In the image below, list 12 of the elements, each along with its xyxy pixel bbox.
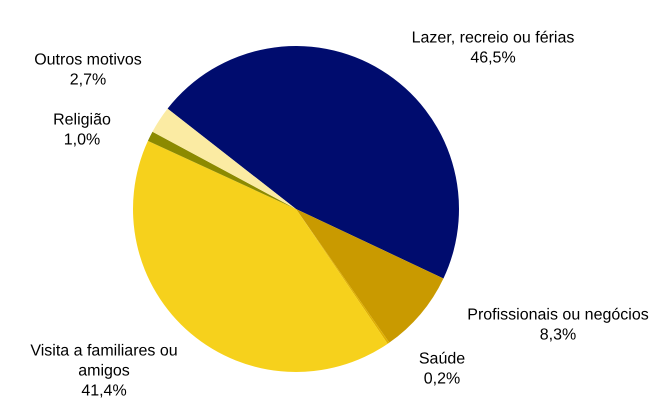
- data-label: 1,0%: [64, 131, 100, 148]
- data-label: 0,2%: [424, 370, 460, 388]
- slice-label: Religião: [53, 111, 112, 128]
- slice-label: Profissionais ou negócios: [467, 306, 649, 324]
- data-label: 46,5%: [470, 49, 516, 66]
- data-label: 41,4%: [81, 382, 127, 400]
- data-label: 8,3%: [540, 326, 576, 344]
- slice-label: Saúde: [418, 350, 466, 368]
- slice-label: Visita a familiares ou amigos: [30, 342, 178, 380]
- data-label: 2,7%: [70, 71, 106, 88]
- slice-label: Lazer, recreio ou férias: [412, 29, 574, 46]
- slice-label: Outros motivos: [34, 51, 142, 68]
